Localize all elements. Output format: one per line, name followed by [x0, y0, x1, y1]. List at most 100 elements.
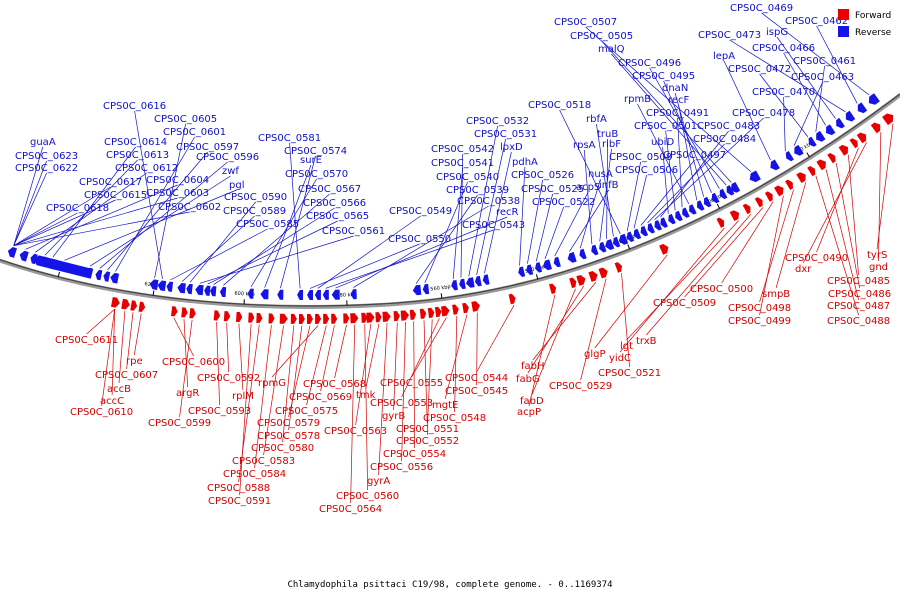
forward-gene-arrow	[248, 312, 255, 323]
reverse-gene-label: CPS0C_0566	[303, 198, 366, 209]
forward-gene-arrow	[213, 310, 221, 321]
forward-gene-label: CPS0C_0610	[70, 407, 133, 418]
forward-gene-arrow	[343, 313, 350, 324]
scale-tick	[152, 290, 155, 296]
forward-gene-label: tyrS	[867, 250, 887, 261]
forward-gene-arrow	[268, 313, 275, 324]
reverse-gene-label: CPS0C_0616	[103, 101, 166, 112]
forward-gene-arrow	[764, 191, 773, 202]
forward-gene-arrow	[827, 153, 836, 164]
reverse-gene-label: pdhA	[512, 157, 538, 168]
forward-gene-arrow	[849, 138, 858, 149]
leader-line	[454, 315, 458, 413]
forward-gene-arrow	[816, 159, 826, 171]
reverse-gene-arrow	[697, 200, 705, 211]
reverse-gene-label: CPS0C_0522	[532, 197, 595, 208]
forward-gene-label: CPS0C_0509	[653, 298, 716, 309]
forward-gene-arrow	[754, 197, 763, 208]
reverse-gene-arrow	[307, 290, 313, 300]
reverse-gene-arrow	[857, 102, 868, 114]
gene-labels: CPS0C_0469 CPS0C_0462 CPS0C_0473 ispG CPS0C_…	[15, 3, 891, 515]
reverse-gene-label: guaA	[30, 137, 56, 148]
forward-gene-label: CPS0C_0553	[370, 398, 433, 409]
scale-tick	[806, 152, 810, 158]
forward-gene-arrow	[508, 293, 516, 305]
reverse-gene-label: CPS0C_0618	[46, 203, 109, 214]
reverse-gene-arrow	[640, 225, 649, 237]
scale-tick-label: 600 kbp	[234, 291, 255, 298]
reverse-gene-arrow	[314, 289, 321, 300]
leader-line	[13, 186, 111, 246]
reverse-gene-arrow	[297, 290, 304, 300]
forward-gene-label: CPS0C_0564	[319, 504, 382, 515]
leader-line	[601, 40, 732, 183]
reverse-gene-arrow	[668, 213, 676, 225]
reverse-gene-label: CPS0C_0615	[84, 190, 147, 201]
leader-line	[848, 154, 859, 276]
reverse-gene-arrow	[482, 274, 490, 285]
scale-tick-label: 580 kbp	[336, 292, 357, 299]
leader-line	[678, 104, 698, 201]
forward-gene-arrow	[382, 311, 391, 322]
leader-line	[111, 309, 116, 396]
leader-line	[665, 130, 676, 211]
reverse-gene-arrow	[654, 220, 662, 231]
forward-gene-label: rpe	[126, 356, 143, 367]
forward-gene-label: CPS0C_0552	[396, 436, 459, 447]
reverse-gene-label: CPS0C_0484	[693, 134, 756, 145]
leader-line	[306, 325, 327, 406]
reverse-gene-label: CPS0C_0505	[570, 31, 633, 42]
leader-line	[13, 212, 78, 247]
reverse-gene-arrow	[322, 289, 329, 300]
leader-line	[633, 174, 647, 229]
reverse-gene-arrow	[711, 192, 720, 204]
leader-line	[134, 110, 163, 280]
reverse-gene-label: CPS0C_0617	[79, 177, 142, 188]
leader-line	[115, 136, 195, 272]
reverse-gene-label: CPS0C_0473	[698, 30, 761, 41]
forward-gene-arrow	[400, 310, 409, 321]
leader-line	[238, 323, 244, 391]
leader-line	[280, 155, 316, 289]
reverse-gene-arrow	[466, 277, 475, 288]
forward-gene-label: gnd	[869, 262, 888, 273]
reverse-gene-label: lepA	[713, 51, 735, 62]
forward-gene-arrow	[549, 283, 557, 294]
leader-line	[646, 213, 752, 336]
reverse-gene-label: CPS0C_0549	[389, 206, 452, 217]
leader-line	[544, 206, 564, 260]
forward-gene-arrow	[434, 306, 442, 318]
reverse-gene-arrow	[204, 285, 211, 296]
reverse-gene-label: CPS0C_0613	[106, 150, 169, 161]
legend-reverse-swatch	[838, 26, 849, 37]
leader-line	[626, 220, 739, 341]
reverse-gene-label: truB	[597, 129, 618, 140]
leader-line	[393, 322, 398, 411]
reverse-gene-arrow	[177, 283, 186, 294]
reverse-gene-label: CPS0C_0574	[284, 146, 347, 157]
leader-line	[554, 191, 589, 257]
forward-gene-arrow	[427, 307, 435, 318]
forward-gene-label: fabG	[516, 374, 540, 385]
reverse-gene-label: CPS0C_0506	[615, 165, 678, 176]
reverse-gene-label: CPS0C_0478	[732, 108, 795, 119]
reverse-gene-arrow	[770, 159, 780, 171]
forward-gene-label: trxB	[636, 336, 657, 347]
reverse-gene-arrow	[599, 241, 607, 253]
leader-line	[154, 123, 186, 278]
forward-gene-arrow	[189, 308, 196, 319]
reverse-gene-arrow	[412, 284, 422, 296]
forward-gene-label: glgP	[584, 349, 606, 360]
leader-line	[365, 323, 380, 390]
forward-gene-arrow	[471, 301, 480, 312]
scale-tick	[440, 293, 443, 299]
leader-line	[126, 312, 134, 370]
forward-gene-label: mgtE	[432, 400, 458, 411]
forward-gene-arrow	[111, 297, 120, 308]
leader-line	[34, 172, 147, 253]
reverse-gene-arrow	[647, 223, 655, 234]
forward-gene-label: CPS0C_0583	[232, 456, 295, 467]
forward-gene-arrow	[130, 300, 138, 311]
reverse-gene-label: CPS0C_0542	[431, 144, 494, 155]
forward-gene-arrow	[409, 309, 417, 320]
